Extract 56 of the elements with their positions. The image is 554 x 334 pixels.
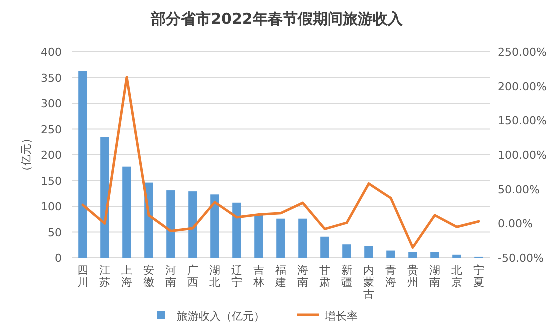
bar bbox=[210, 194, 220, 258]
y-axis-title: （亿元） bbox=[20, 133, 33, 177]
x-tick-label: 安徽 bbox=[144, 264, 154, 289]
x-tick-label: 广西 bbox=[188, 264, 198, 289]
y2-tick-label: 0.00% bbox=[498, 218, 533, 231]
legend-label: 旅游收入（亿元） bbox=[177, 310, 265, 323]
bar bbox=[298, 218, 308, 258]
y-tick-label: 150 bbox=[41, 174, 62, 188]
y-tick-label: 0 bbox=[55, 252, 62, 265]
y2-tick-label: 100.00% bbox=[498, 149, 547, 162]
legend-label: 增长率 bbox=[324, 310, 358, 323]
x-tick-label: 内蒙古 bbox=[364, 264, 374, 301]
y-tick-label: 400 bbox=[41, 46, 62, 59]
y-tick-label: 350 bbox=[41, 72, 62, 85]
bar bbox=[342, 244, 352, 258]
chart-title: 部分省市2022年春节假期间旅游收入 bbox=[150, 10, 404, 28]
x-tick-label: 湖北 bbox=[210, 264, 220, 289]
y2-tick-label: 250.00% bbox=[498, 46, 547, 59]
x-tick-label: 江苏 bbox=[100, 264, 110, 289]
bar bbox=[320, 236, 330, 258]
bar bbox=[364, 246, 374, 258]
x-tick-label: 上海 bbox=[122, 264, 132, 289]
x-tick-label: 新疆 bbox=[342, 264, 352, 289]
y2-tick-label: -50.00% bbox=[498, 252, 544, 265]
bar bbox=[452, 254, 462, 258]
y-tick-label: 250 bbox=[41, 123, 62, 136]
bar bbox=[166, 190, 176, 258]
bar bbox=[100, 137, 110, 258]
x-tick-label: 福建 bbox=[274, 264, 286, 289]
x-tick-label: 河南 bbox=[166, 264, 176, 289]
y2-tick-label: 150.00% bbox=[498, 114, 547, 128]
y2-tick-label: 50.00% bbox=[498, 183, 540, 196]
bar bbox=[386, 250, 396, 258]
bar bbox=[254, 214, 264, 258]
x-tick-label: 宁夏 bbox=[474, 264, 484, 289]
bar bbox=[430, 252, 440, 258]
bar bbox=[78, 71, 88, 258]
x-tick-label: 青海 bbox=[386, 264, 396, 289]
y-tick-label: 100 bbox=[41, 200, 62, 214]
y-tick-label: 300 bbox=[41, 98, 62, 110]
x-tick-label: 贵州 bbox=[408, 264, 418, 289]
x-tick-label: 四川 bbox=[78, 264, 88, 289]
bar bbox=[276, 218, 286, 258]
x-tick-label: 甘肃 bbox=[320, 264, 330, 289]
x-tick-label: 吉林 bbox=[252, 264, 264, 289]
bar bbox=[188, 192, 198, 258]
x-tick-label: 湖南 bbox=[430, 264, 440, 289]
bar bbox=[122, 166, 132, 258]
y2-tick-label: 200.00% bbox=[498, 80, 547, 94]
y-tick-label: 50 bbox=[48, 226, 62, 240]
bar bbox=[408, 252, 418, 258]
x-tick-label: 北京 bbox=[452, 264, 462, 289]
bar bbox=[232, 202, 242, 258]
y-tick-label: 200 bbox=[41, 149, 62, 162]
x-tick-label: 辽宁 bbox=[232, 264, 242, 289]
x-tick-label: 海南 bbox=[298, 264, 308, 289]
